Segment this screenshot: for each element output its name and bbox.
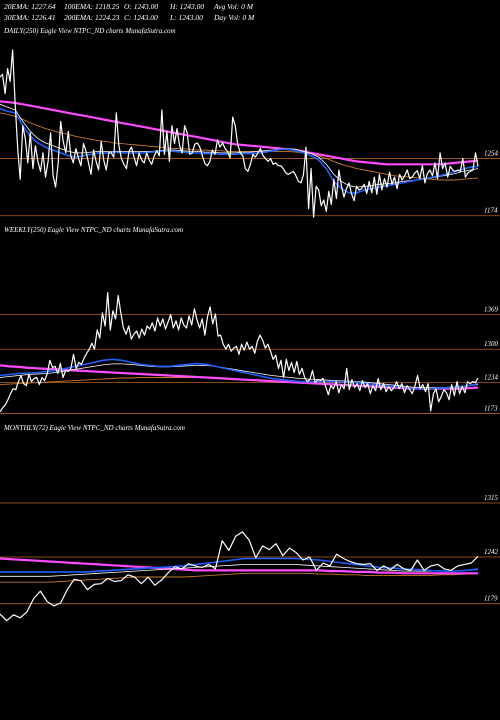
indicator-header-row1: 20EMA: 1227.64 100EMA: 1218.25 O: 1243.00 H… xyxy=(4,3,253,11)
weekly-level-label: 1369 xyxy=(484,305,499,313)
avg-vol-readout: Avg Vol: 0 M xyxy=(214,2,253,11)
monthly-level-label: 1315 xyxy=(484,494,499,502)
monthly-price-line xyxy=(0,531,479,622)
high-readout: H: 1243.00 xyxy=(170,2,205,11)
daily-ema100-line xyxy=(0,112,479,181)
indicator-header-row2: 30EMA: 1226.41 200EMA: 1224.23 C: 1243.00 L… xyxy=(4,14,254,22)
daily-ema200-line xyxy=(0,100,479,166)
low-readout: L: 1243.00 xyxy=(170,13,203,22)
weekly-level-label: 1234 xyxy=(484,374,499,382)
ema30-readout: 30EMA: 1226.41 xyxy=(4,13,56,22)
weekly-panel-title: WEEKLY(250) Eagle View NTPC_ND charts Mu… xyxy=(4,226,184,234)
ema20-readout: 20EMA: 1227.64 xyxy=(4,2,56,11)
monthly-panel: 1315 1242 1179 xyxy=(0,494,500,622)
daily-panel-title: DAILY(250) Eagle View NTPC_ND charts Mun… xyxy=(4,27,176,35)
monthly-ema30-line xyxy=(0,564,479,577)
daily-ema20-line xyxy=(0,107,479,194)
weekly-price-line xyxy=(0,292,479,413)
daily-panel: 1254 1174 xyxy=(0,49,500,218)
weekly-ema200-line xyxy=(0,364,479,390)
day-vol-readout: Day Vol: 0 M xyxy=(214,13,255,22)
daily-price-line xyxy=(0,49,479,218)
daily-level-label: 1174 xyxy=(484,207,498,215)
ema200-readout: 200EMA: 1224.23 xyxy=(64,13,120,22)
monthly-ema20-line xyxy=(0,557,479,573)
weekly-level-label: 1300 xyxy=(484,340,499,348)
daily-level-label: 1254 xyxy=(484,150,499,158)
monthly-level-label: 1179 xyxy=(484,595,498,603)
monthly-level-label: 1242 xyxy=(484,548,499,556)
ema100-readout: 100EMA: 1218.25 xyxy=(64,2,120,11)
monthly-ema200-line xyxy=(0,557,478,575)
monthly-panel-title: MONTHLY(72) Eagle View NTPC_ND charts Mu… xyxy=(4,424,185,432)
open-readout: O: 1243.00 xyxy=(124,2,159,11)
weekly-level-label: 1173 xyxy=(484,404,498,412)
weekly-panel: 1369 1300 1234 1173 xyxy=(0,292,500,414)
close-readout: C: 1243.00 xyxy=(124,13,158,22)
